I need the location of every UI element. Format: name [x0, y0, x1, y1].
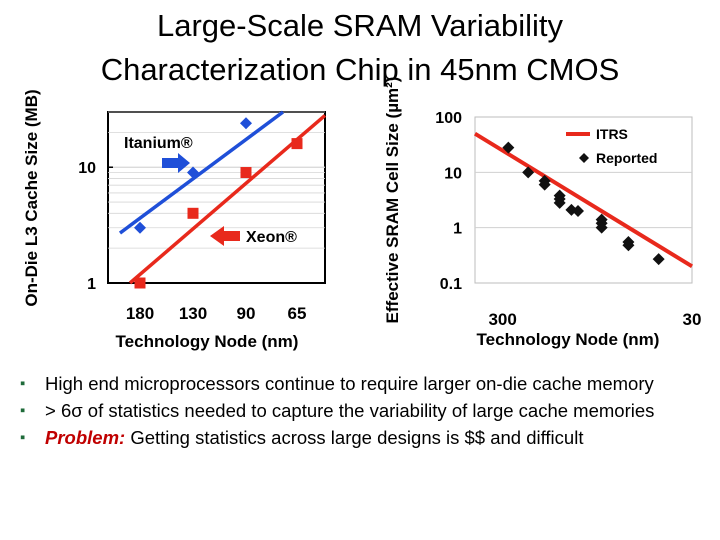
chart1-xlabel: Technology Node (nm)	[116, 332, 299, 351]
chart2-reported-point	[652, 253, 665, 266]
cell-size-chart: 100 10 1 0.1 300 30 Effective SRAM Cell Size …	[383, 77, 701, 349]
chart1-point-itanium	[240, 117, 252, 130]
chart2-xtick-label: 300	[488, 310, 516, 329]
xeon-arrow-icon	[210, 226, 240, 246]
chart2-ytick-label: 10	[444, 165, 462, 182]
chart1-xtick-label: 130	[179, 304, 207, 323]
chart2-series	[473, 131, 694, 269]
bullet-item-3: ▪ Problem: Getting statistics across lar…	[20, 426, 700, 449]
title-line-1: Large-Scale SRAM Variability	[156, 8, 564, 43]
title-line-2: Characterization Chip in 45nm CMOS	[100, 52, 620, 87]
chart2-ytick-label: 0.1	[440, 276, 462, 293]
bullet-list: ▪ High end microprocessors continue to r…	[20, 372, 700, 453]
chart2-reported-point	[522, 166, 535, 179]
legend-reported-label: Reported	[596, 150, 657, 166]
chart2-reported-point	[622, 239, 635, 252]
chart1-point-xeon	[291, 138, 303, 150]
chart1-ytick-label: 10	[78, 160, 96, 177]
chart2-reported-point	[553, 196, 566, 209]
legend-itrs-label: ITRS	[596, 126, 628, 142]
chart2-plot-frame	[474, 116, 693, 284]
bullet-item-2: ▪ > 6σ of statistics needed to capture t…	[20, 399, 700, 422]
bullet-text: Getting statistics across large designs …	[130, 427, 584, 448]
chart1-ytick-label: 1	[87, 276, 96, 293]
xeon-label: Xeon®	[246, 229, 297, 246]
chart2-ytick-label: 100	[435, 110, 462, 127]
chart2-xtick-label: 30	[683, 310, 702, 329]
chart1-series	[118, 110, 327, 289]
chart1-xtick-label: 65	[288, 304, 307, 323]
itanium-label: Itanium®	[124, 135, 193, 152]
square-bullet-icon: ▪	[20, 429, 26, 446]
chart2-reported-point	[595, 221, 608, 234]
chart1-trend-line-itanium	[118, 110, 285, 235]
chart2-tick-labels: 100 10 1 0.1 300 30	[435, 110, 701, 329]
chart2-itrs-line	[473, 131, 694, 269]
chart1-point-itanium	[187, 166, 199, 179]
chart1-point-itanium	[134, 221, 146, 234]
bullet-text: High end microprocessors continue to req…	[45, 373, 654, 394]
chart1-ylabel-line1: On-Die L3 Cache Size (MB)	[22, 89, 41, 306]
chart1-tick-labels: 1 10 180 130 90 65	[78, 160, 306, 323]
chart2-reported-point	[538, 178, 551, 191]
chart1-gridlines	[108, 111, 325, 249]
chart1-point-xeon	[240, 167, 252, 179]
square-bullet-icon: ▪	[20, 402, 26, 419]
chart2-ylabel: Effective SRAM Cell Size (µm²)	[383, 77, 402, 324]
chart2-reported-point	[502, 141, 515, 154]
bullet-item-1: ▪ High end microprocessors continue to r…	[20, 372, 700, 395]
square-bullet-icon: ▪	[20, 375, 26, 392]
chart2-legend: ITRS Reported	[566, 126, 657, 166]
legend-reported-swatch	[579, 153, 589, 163]
bullet-text: > 6σ of statistics needed to capture the…	[45, 400, 655, 421]
chart1-point-xeon	[134, 277, 146, 289]
chart2-reported-point	[572, 205, 585, 218]
chart2-xlabel: Technology Node (nm)	[477, 330, 660, 349]
chart2-gridlines	[475, 171, 692, 229]
chart1-xtick-label: 90	[237, 304, 256, 323]
chart1-point-xeon	[187, 207, 199, 219]
itanium-arrow-icon	[162, 153, 190, 173]
chart2-ytick-label: 1	[453, 221, 462, 238]
slide-title: Large-Scale SRAM Variability Characteriz…	[0, 4, 720, 92]
problem-label: Problem:	[45, 427, 126, 448]
chart1-xtick-label: 180	[126, 304, 154, 323]
